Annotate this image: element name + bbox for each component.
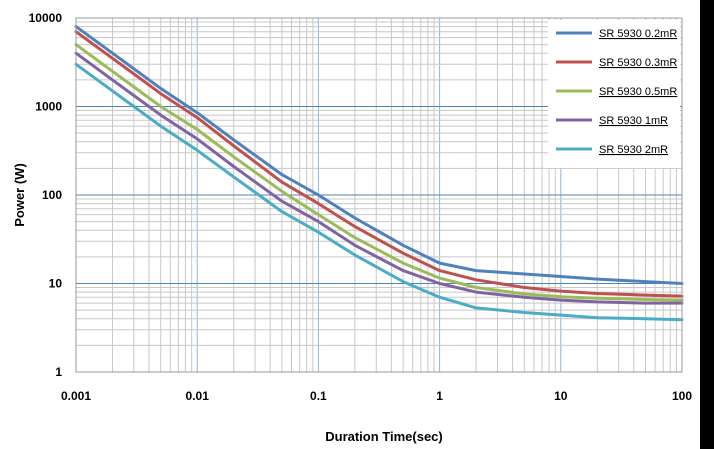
series-line-1: [74, 25, 684, 285]
legend-label: SR 5930 1mR: [599, 115, 668, 127]
y-tick-label: 10000: [29, 11, 63, 25]
series-lines: [74, 25, 684, 322]
x-tick-label: 0.1: [310, 389, 327, 403]
series-line-3: [74, 43, 684, 302]
x-tick-label: 1: [436, 389, 443, 403]
x-tick-label: 0.001: [61, 389, 91, 403]
legend-box: [548, 20, 680, 168]
legend-label: SR 5930 0.3mR: [599, 57, 677, 69]
y-axis-title: Power (W): [12, 163, 27, 227]
plot-border: [75, 17, 683, 373]
x-tick-label: 100: [672, 389, 692, 403]
x-tick-labels: 0.001 0.01 0.1 1 10 100: [61, 389, 692, 403]
legend-label: SR 5930 2mR: [599, 144, 668, 156]
window-edge: [700, 0, 714, 449]
legend: SR 5930 0.2mR SR 5930 0.3mR SR 5930 0.5mR S…: [548, 20, 680, 168]
y-tick-label: 100: [42, 188, 62, 202]
series-line-2: [74, 30, 684, 298]
y-tick-labels: 1 10 100 1000 10000: [29, 11, 63, 379]
series-line-5: [74, 62, 684, 322]
x-axis-title: Duration Time(sec): [325, 429, 443, 444]
grid: [75, 18, 682, 373]
legend-label: SR 5930 0.5mR: [599, 86, 677, 98]
x-tick-label: 10: [554, 389, 568, 403]
series-line-4: [74, 51, 684, 305]
y-tick-label: 1000: [35, 100, 62, 114]
x-tick-label: 0.01: [186, 389, 210, 403]
legend-label: SR 5930 0.2mR: [599, 28, 677, 40]
y-tick-label: 10: [49, 277, 63, 291]
y-tick-label: 1: [55, 365, 62, 379]
